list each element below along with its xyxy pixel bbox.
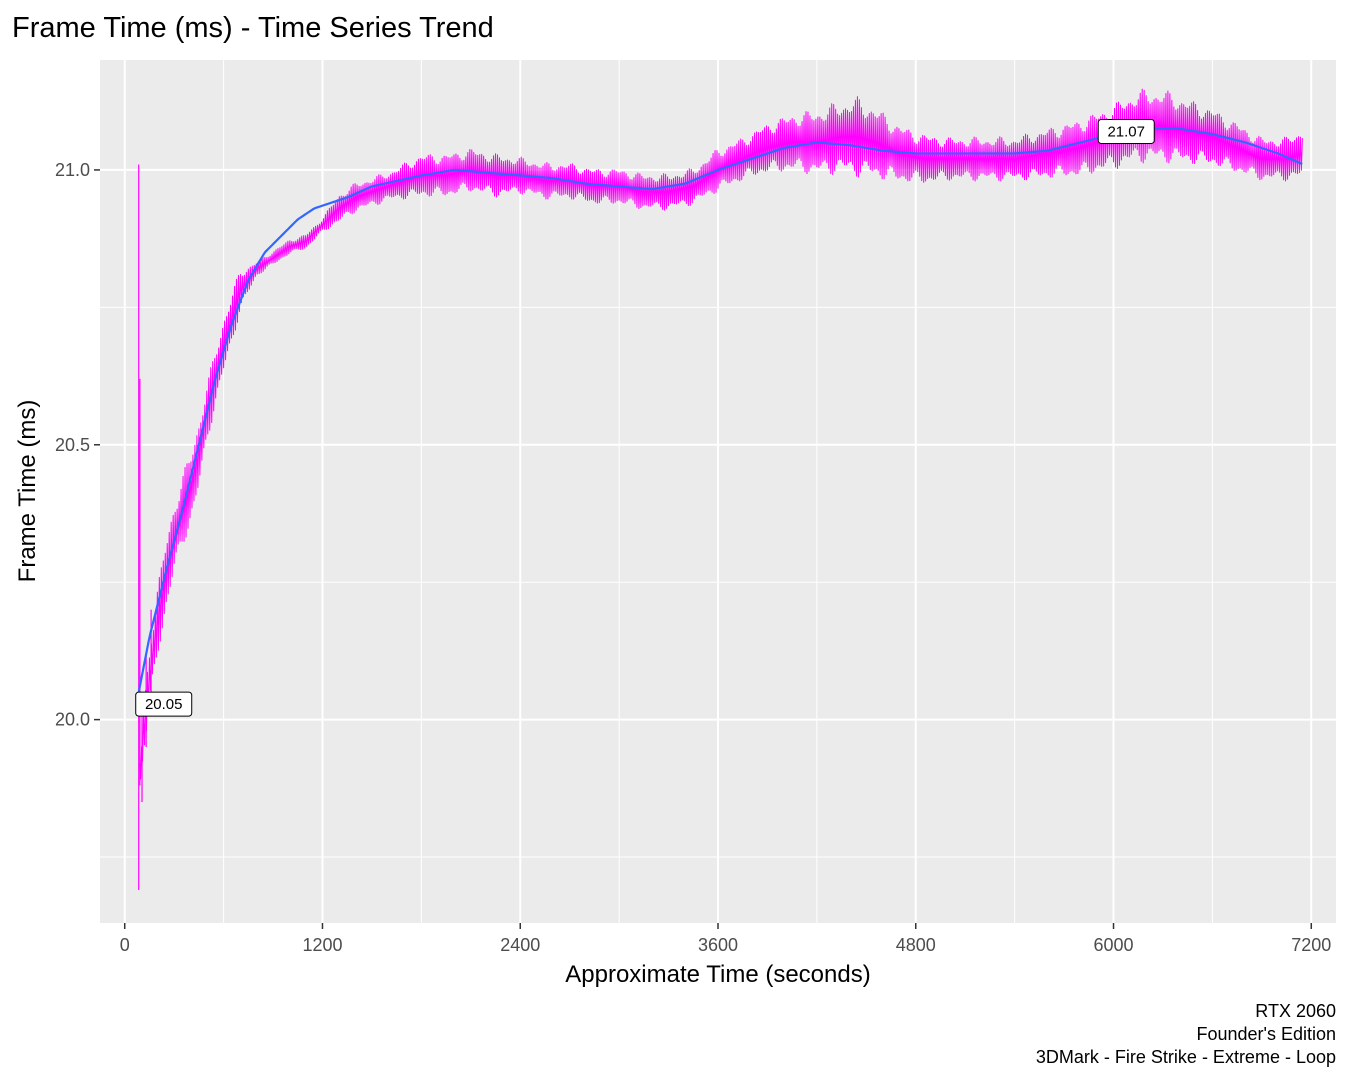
grid-lines [100,60,1336,923]
annotation-label: 20.05 [135,691,193,717]
x-axis: 0 1200 2400 3600 4800 6000 7200 [120,923,1331,955]
annotation-text: 20.05 [145,696,183,713]
y-tick-label: 21.0 [55,160,90,180]
x-tick-label: 0 [120,935,130,955]
x-tick-label: 6000 [1093,935,1133,955]
annotation-layer: 20.05 21.07 [135,118,1155,717]
annotation-box [1097,118,1155,144]
x-tick-label: 7200 [1291,935,1331,955]
caption-line-1: RTX 2060 [1255,1001,1336,1021]
x-tick-label: 1200 [302,935,342,955]
caption-line-2: Founder's Edition [1196,1024,1336,1044]
caption-line-3: 3DMark - Fire Strike - Extreme - Loop [1036,1047,1336,1067]
y-tick-label: 20.0 [55,710,90,730]
chart-title: Frame Time (ms) - Time Series Trend [12,12,494,44]
annotation-box [135,691,193,717]
x-tick-label: 3600 [698,935,738,955]
annotation-text: 21.07 [1107,123,1145,140]
y-tick-label: 20.5 [55,435,90,455]
x-axis-title: Approximate Time (seconds) [565,961,870,988]
y-axis-title: Frame Time (ms) [14,400,41,583]
annotation-label: 21.07 [1097,118,1155,144]
y-axis: 20.0 20.5 21.0 [55,160,100,730]
x-tick-label: 2400 [500,935,540,955]
x-tick-label: 4800 [896,935,936,955]
